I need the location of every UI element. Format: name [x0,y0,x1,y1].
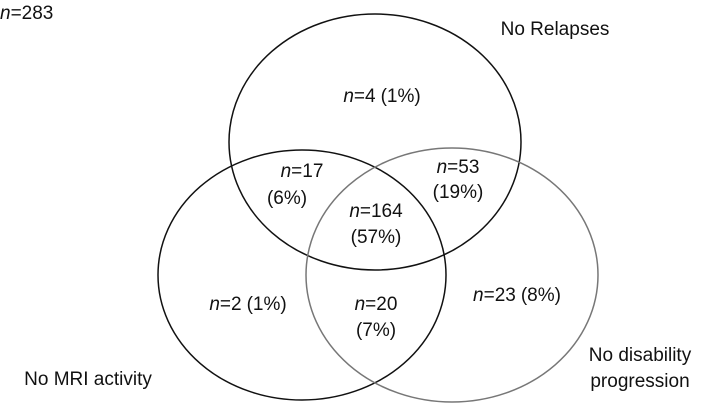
symbol: n [281,161,292,182]
region-percent: (7%) [356,320,396,341]
count: =2 [220,294,242,315]
set-label: progression [590,371,689,392]
count: =20 [365,294,397,315]
percent: (1%) [247,294,287,315]
count: =23 [484,285,516,306]
set-label: No MRI activity [24,369,152,390]
region-label: n=2 (1%) [209,294,286,315]
symbol: n [343,86,354,107]
region-label: n=164 [349,201,403,222]
set-circle [228,13,522,271]
region-label: n=53 [437,157,480,178]
symbol: n [355,294,366,315]
region-label: n=4 (1%) [343,86,420,107]
region-percent: (19%) [433,182,484,203]
region-label: n=20 [355,294,398,315]
count: =283 [11,3,54,24]
set-label: No Relapses [501,19,610,40]
symbol: n [349,201,360,222]
percent: (8%) [521,285,561,306]
count: =17 [291,161,323,182]
region-percent: (57%) [351,227,402,248]
count: =164 [360,201,403,222]
region-label: n=23 (8%) [473,285,561,306]
region-label: n=17 [281,161,324,182]
symbol: n [473,285,484,306]
count: =53 [447,157,479,178]
count: =4 [354,86,376,107]
set-circle [157,149,447,401]
total-label: n=283 [0,3,53,24]
symbol: n [209,294,220,315]
percent: (1%) [381,86,421,107]
set-circle [305,147,599,403]
region-percent: (6%) [267,188,307,209]
symbol: n [437,157,448,178]
symbol: n [0,3,11,24]
set-label: No disability [589,345,692,366]
